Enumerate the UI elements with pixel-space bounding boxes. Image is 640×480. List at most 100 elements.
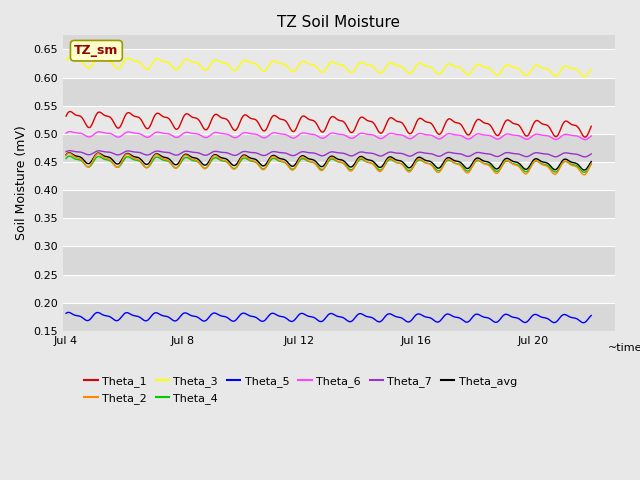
Theta_avg bbox=[66, 150, 74, 156]
Theta_2 bbox=[428, 163, 435, 168]
Theta_4 bbox=[66, 153, 74, 159]
Theta_avg bbox=[468, 161, 476, 167]
Bar bbox=[63, 275, 614, 303]
Theta_4 bbox=[479, 160, 486, 166]
Theta_6 bbox=[581, 137, 589, 143]
Line: Theta_7: Theta_7 bbox=[66, 151, 591, 157]
Theta_3 bbox=[62, 57, 70, 63]
Theta_5 bbox=[62, 311, 70, 316]
Theta_6 bbox=[588, 133, 595, 139]
Theta_7 bbox=[581, 154, 589, 160]
Bar bbox=[63, 218, 614, 246]
Theta_6 bbox=[368, 132, 376, 138]
Theta_4 bbox=[468, 164, 476, 170]
Theta_3 bbox=[479, 63, 486, 69]
Theta_avg bbox=[62, 152, 70, 157]
Y-axis label: Soil Moisture (mV): Soil Moisture (mV) bbox=[15, 126, 28, 240]
Theta_5 bbox=[545, 316, 552, 322]
Bar bbox=[63, 303, 614, 331]
Bar bbox=[63, 49, 614, 78]
Theta_avg bbox=[368, 158, 376, 164]
X-axis label: ~time: ~time bbox=[609, 343, 640, 353]
Theta_2 bbox=[62, 153, 70, 158]
Theta_2 bbox=[479, 160, 486, 166]
Line: Theta_6: Theta_6 bbox=[66, 132, 591, 140]
Bar bbox=[63, 78, 614, 106]
Bar bbox=[63, 134, 614, 162]
Theta_1 bbox=[581, 134, 589, 140]
Theta_7 bbox=[428, 151, 435, 156]
Line: Theta_4: Theta_4 bbox=[66, 156, 591, 172]
Theta_3 bbox=[428, 65, 435, 71]
Theta_1 bbox=[62, 113, 70, 119]
Theta_5 bbox=[580, 320, 588, 325]
Line: Theta_5: Theta_5 bbox=[66, 312, 591, 323]
Theta_6 bbox=[479, 132, 486, 138]
Theta_5 bbox=[468, 315, 476, 321]
Theta_2 bbox=[368, 160, 376, 166]
Theta_5 bbox=[65, 310, 72, 315]
Theta_avg bbox=[428, 159, 435, 165]
Theta_7 bbox=[62, 149, 70, 155]
Theta_1 bbox=[479, 119, 486, 125]
Theta_6 bbox=[468, 135, 476, 141]
Theta_7 bbox=[368, 150, 376, 156]
Theta_avg bbox=[545, 161, 552, 167]
Theta_4 bbox=[428, 162, 435, 168]
Theta_6 bbox=[104, 130, 111, 136]
Theta_1 bbox=[428, 121, 435, 127]
Bar bbox=[63, 190, 614, 218]
Theta_7 bbox=[468, 152, 476, 158]
Theta_1 bbox=[368, 119, 376, 125]
Line: Theta_2: Theta_2 bbox=[66, 153, 591, 175]
Theta_7 bbox=[588, 151, 595, 157]
Theta_1 bbox=[66, 108, 74, 114]
Text: TZ_sm: TZ_sm bbox=[74, 44, 118, 57]
Theta_4 bbox=[368, 160, 376, 166]
Theta_avg bbox=[580, 167, 588, 173]
Theta_avg bbox=[104, 154, 111, 160]
Theta_4 bbox=[104, 157, 111, 163]
Theta_5 bbox=[479, 314, 486, 320]
Theta_4 bbox=[588, 161, 595, 167]
Bar bbox=[63, 106, 614, 134]
Theta_3 bbox=[468, 69, 476, 74]
Theta_5 bbox=[588, 312, 595, 318]
Theta_2 bbox=[545, 165, 552, 170]
Line: Theta_3: Theta_3 bbox=[66, 57, 591, 77]
Theta_avg bbox=[479, 158, 486, 164]
Theta_5 bbox=[104, 313, 111, 319]
Theta_2 bbox=[588, 161, 595, 167]
Theta_1 bbox=[588, 123, 595, 129]
Theta_3 bbox=[581, 74, 589, 80]
Theta_3 bbox=[588, 66, 595, 72]
Theta_4 bbox=[580, 169, 588, 175]
Theta_7 bbox=[104, 149, 111, 155]
Theta_2 bbox=[65, 150, 72, 156]
Theta_1 bbox=[545, 123, 552, 129]
Theta_3 bbox=[66, 54, 74, 60]
Line: Theta_avg: Theta_avg bbox=[66, 153, 591, 170]
Theta_1 bbox=[468, 128, 476, 133]
Theta_6 bbox=[66, 129, 74, 134]
Theta_4 bbox=[62, 156, 70, 161]
Theta_7 bbox=[545, 152, 552, 157]
Bar bbox=[63, 162, 614, 190]
Theta_3 bbox=[368, 63, 376, 69]
Theta_2 bbox=[580, 172, 588, 178]
Line: Theta_1: Theta_1 bbox=[66, 111, 591, 137]
Bar bbox=[63, 246, 614, 275]
Theta_7 bbox=[66, 148, 74, 154]
Theta_2 bbox=[104, 156, 111, 161]
Theta_3 bbox=[104, 58, 111, 64]
Theta_1 bbox=[104, 113, 111, 119]
Theta_6 bbox=[545, 133, 552, 139]
Theta_6 bbox=[62, 130, 70, 136]
Theta_5 bbox=[428, 316, 435, 322]
Theta_3 bbox=[545, 67, 552, 72]
Theta_7 bbox=[479, 150, 486, 156]
Theta_5 bbox=[368, 315, 376, 321]
Legend: Theta_1, Theta_2, Theta_3, Theta_4, Theta_5, Theta_6, Theta_7, Theta_avg: Theta_1, Theta_2, Theta_3, Theta_4, Thet… bbox=[80, 372, 522, 408]
Theta_6 bbox=[428, 132, 435, 138]
Theta_avg bbox=[588, 159, 595, 165]
